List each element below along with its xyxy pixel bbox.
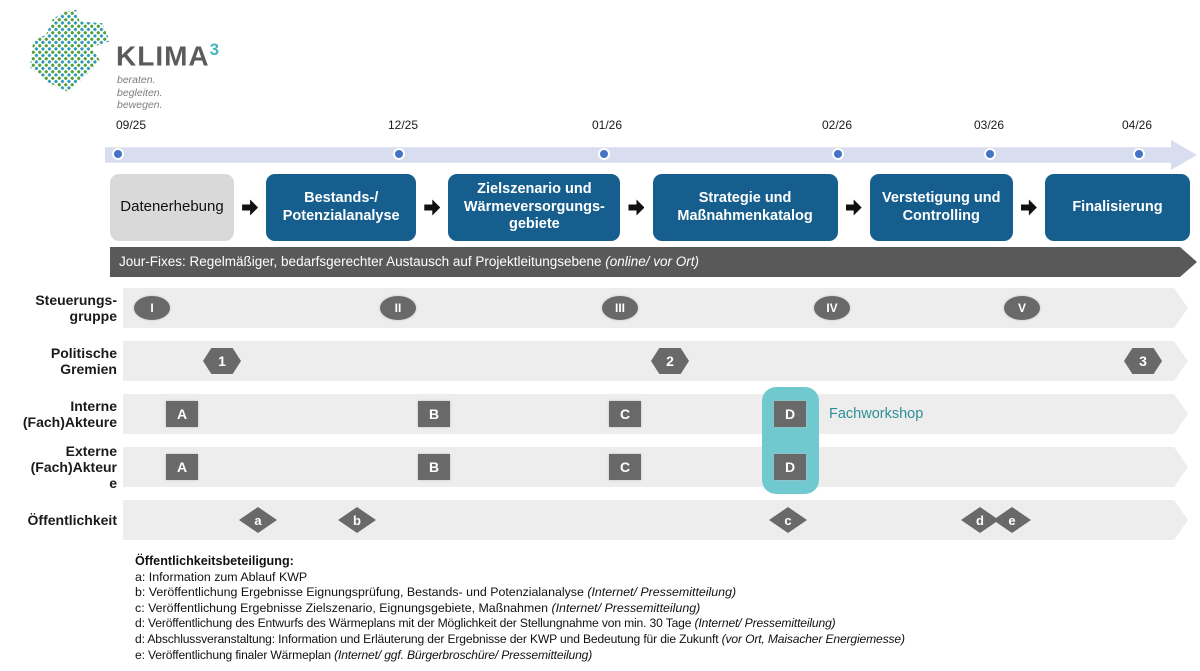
legend-item-a: a: Information zum Ablauf KWP (135, 569, 308, 584)
meeting-marker-square: B (418, 401, 450, 427)
meeting-marker-oval: III (602, 296, 638, 320)
phase-label: Zielszenario und Wärmeversorgungs- gebie… (463, 180, 605, 233)
timeline-arrow (105, 140, 1197, 170)
arrow-right-icon (1020, 199, 1037, 216)
arrow-right-icon (424, 199, 441, 216)
lane-label-steuerungsgruppe: Steuerungs-gruppe (35, 292, 117, 324)
meeting-marker-square: B (418, 454, 450, 480)
timeline-date: 01/26 (591, 118, 623, 132)
timeline-date: 12/25 (387, 118, 419, 132)
tagline-line: begleiten. (117, 86, 163, 99)
legend-item-e: e: Veröffentlichung finaler Wärmeplan (I… (135, 647, 593, 662)
timeline-milestone-dot (832, 148, 844, 160)
timeline-date: 03/26 (973, 118, 1005, 132)
logo-text: KLIMA (116, 40, 210, 72)
timeline-date: 09/25 (115, 118, 147, 132)
jour-fixes-banner: Jour-Fixes: Regelmäßiger, bedarfsgerecht… (110, 247, 1197, 277)
timeline-milestone-dot (984, 148, 996, 160)
meeting-marker-square: A (166, 454, 198, 480)
lane-externe-akteure (123, 447, 1188, 487)
lane-label-oeffentlichkeit: Öffentlichkeit (27, 512, 117, 528)
meeting-marker-oval: II (380, 296, 416, 320)
phase-box-bestandsanalyse: Bestands-/ Potenzialanalyse (266, 174, 417, 241)
meeting-marker-oval: V (1004, 296, 1040, 320)
phase-box-datenerhebung: Datenerhebung (110, 174, 234, 241)
logo-tagline: beraten. begleiten. bewegen. (117, 74, 163, 112)
fachworkshop-label: Fachworkshop (829, 406, 924, 422)
timeline-milestone-dot (598, 148, 610, 160)
phase-label: Strategie und Maßnahmenkatalog (677, 189, 813, 224)
legend-item-c: c: Veröffentlichung Ergebnisse Zielszena… (135, 600, 701, 615)
phase-box-finalisierung: Finalisierung (1044, 174, 1190, 241)
timeline-date: 04/26 (1121, 118, 1153, 132)
arrow-right-icon (628, 199, 645, 216)
tagline-line: bewegen. (117, 99, 163, 111)
arrow-right-icon (845, 199, 862, 216)
klima-logo-wordmark: KLIMA3 (116, 40, 220, 72)
meeting-marker-square: D (774, 401, 806, 427)
legend-oeffentlichkeitsbeteiligung: Öffentlichkeitsbeteiligung: a: Informati… (135, 554, 905, 663)
phase-label: Verstetigung und Controlling (882, 189, 1001, 224)
timeline-milestone-dot (112, 148, 124, 160)
phase-box-strategie: Strategie und Maßnahmenkatalog (652, 174, 838, 241)
banner-note: (online/ vor Ort) (605, 254, 700, 269)
legend-item-d2: d: Abschlussveranstaltung: Information u… (135, 631, 905, 646)
timeline-date: 02/26 (821, 118, 853, 132)
timeline-milestone-dot (393, 148, 405, 160)
arrow-right-icon (242, 199, 259, 216)
meeting-marker-square: D (774, 454, 806, 480)
lane-label-politische-gremien: Politische Gremien (50, 345, 117, 377)
meeting-marker-oval: I (134, 296, 170, 320)
meeting-marker-square: A (166, 401, 198, 427)
phase-box-verstetigung: Verstetigung und Controlling (869, 174, 1013, 241)
meeting-marker-square: C (609, 454, 641, 480)
legend-item-b: b: Veröffentlichung Ergebnisse Eignungsp… (135, 585, 737, 600)
lane-label-externe-akteure: Externe (Fach)Akteur e (30, 443, 117, 491)
legend-title: Öffentlichkeitsbeteiligung: (135, 554, 294, 568)
meeting-marker-square: C (609, 401, 641, 427)
phase-label: Finalisierung (1072, 198, 1163, 215)
phase-label: Datenerhebung (120, 198, 224, 216)
lane-interne-akteure (123, 394, 1188, 434)
legend-item-d1: d: Veröffentlichung des Entwurfs des Wär… (135, 616, 836, 631)
lane-label-interne-akteure: Interne (Fach)Akteure (22, 398, 117, 430)
phase-box-zielszenario: Zielszenario und Wärmeversorgungs- gebie… (448, 174, 621, 241)
banner-text: Jour-Fixes: Regelmäßiger, bedarfsgerecht… (119, 254, 606, 269)
timeline-milestone-dot (1133, 148, 1145, 160)
klima-logo-dots-icon (30, 10, 110, 92)
phase-label: Bestands-/ Potenzialanalyse (282, 189, 400, 224)
meeting-marker-hexagon: 2 (651, 348, 689, 374)
meeting-marker-hexagon: 3 (1124, 348, 1162, 374)
process-phase-row: Datenerhebung Bestands-/ Potenzialanalys… (110, 174, 1190, 241)
meeting-marker-hexagon: 1 (203, 348, 241, 374)
meeting-marker-oval: IV (814, 296, 850, 320)
logo-superscript: 3 (209, 40, 221, 59)
tagline-line: beraten. (117, 74, 156, 86)
